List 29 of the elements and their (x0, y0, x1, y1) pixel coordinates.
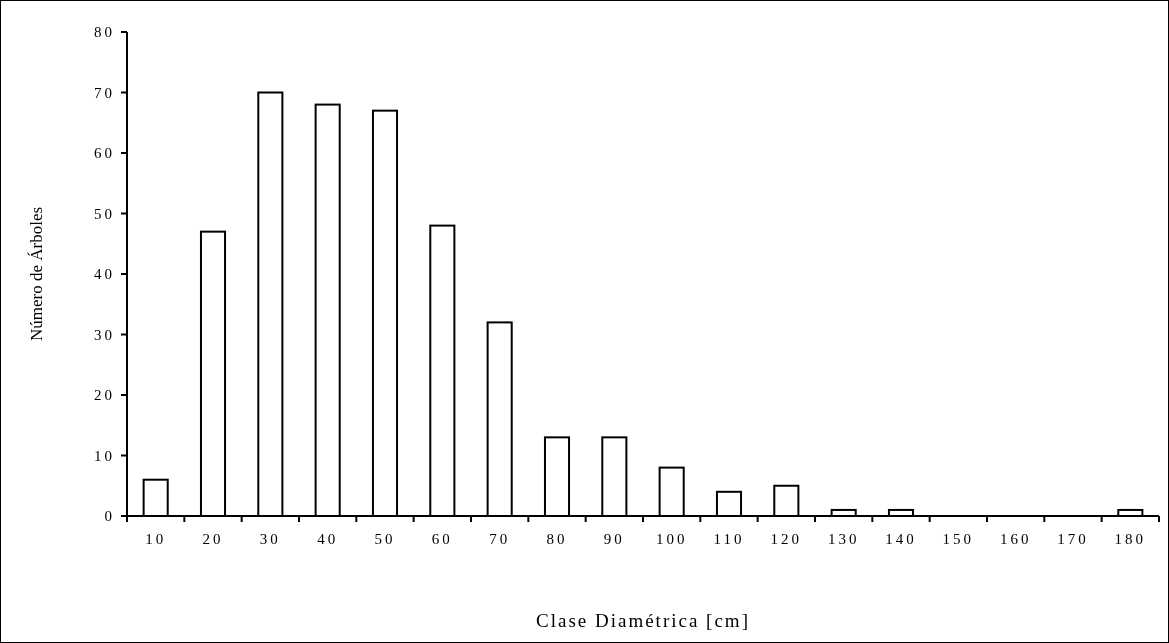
x-tick-label: 30 (259, 531, 281, 547)
y-tick-label: 50 (94, 205, 115, 222)
y-tick-label: 70 (94, 84, 115, 101)
x-tick-label: 20 (202, 531, 224, 547)
x-tick-label: 160 (999, 531, 1032, 547)
x-tick-label: 120 (770, 531, 803, 547)
y-tick-label: 60 (94, 145, 115, 162)
y-tick-label: 0 (104, 508, 115, 525)
x-tick-label: 150 (942, 531, 975, 547)
x-tick-label: 180 (1114, 531, 1147, 547)
x-tick-label: 100 (655, 531, 688, 547)
x-tick-label: 130 (827, 531, 860, 547)
x-tick-label: 50 (374, 531, 396, 547)
y-tick-label: 80 (94, 24, 115, 41)
x-axis-title: Clase Diamétrica [cm] (536, 610, 750, 631)
y-tick-label: 20 (94, 387, 115, 404)
y-tick-label: 30 (94, 326, 115, 343)
x-tick-label: 40 (317, 531, 339, 547)
y-axis-title: Número de Árboles (27, 206, 46, 342)
x-tick-label: 10 (145, 531, 167, 547)
y-tick-label: 40 (94, 266, 115, 283)
x-tick-label: 90 (603, 531, 625, 547)
x-tick-label: 80 (546, 531, 568, 547)
y-tick-label: 10 (94, 447, 115, 464)
x-tick-label: 60 (431, 531, 453, 547)
x-tick-label: 140 (885, 531, 917, 547)
x-tick-label: 110 (713, 531, 745, 547)
x-tick-label: 170 (1057, 531, 1089, 547)
x-tick-label: 70 (489, 531, 511, 547)
